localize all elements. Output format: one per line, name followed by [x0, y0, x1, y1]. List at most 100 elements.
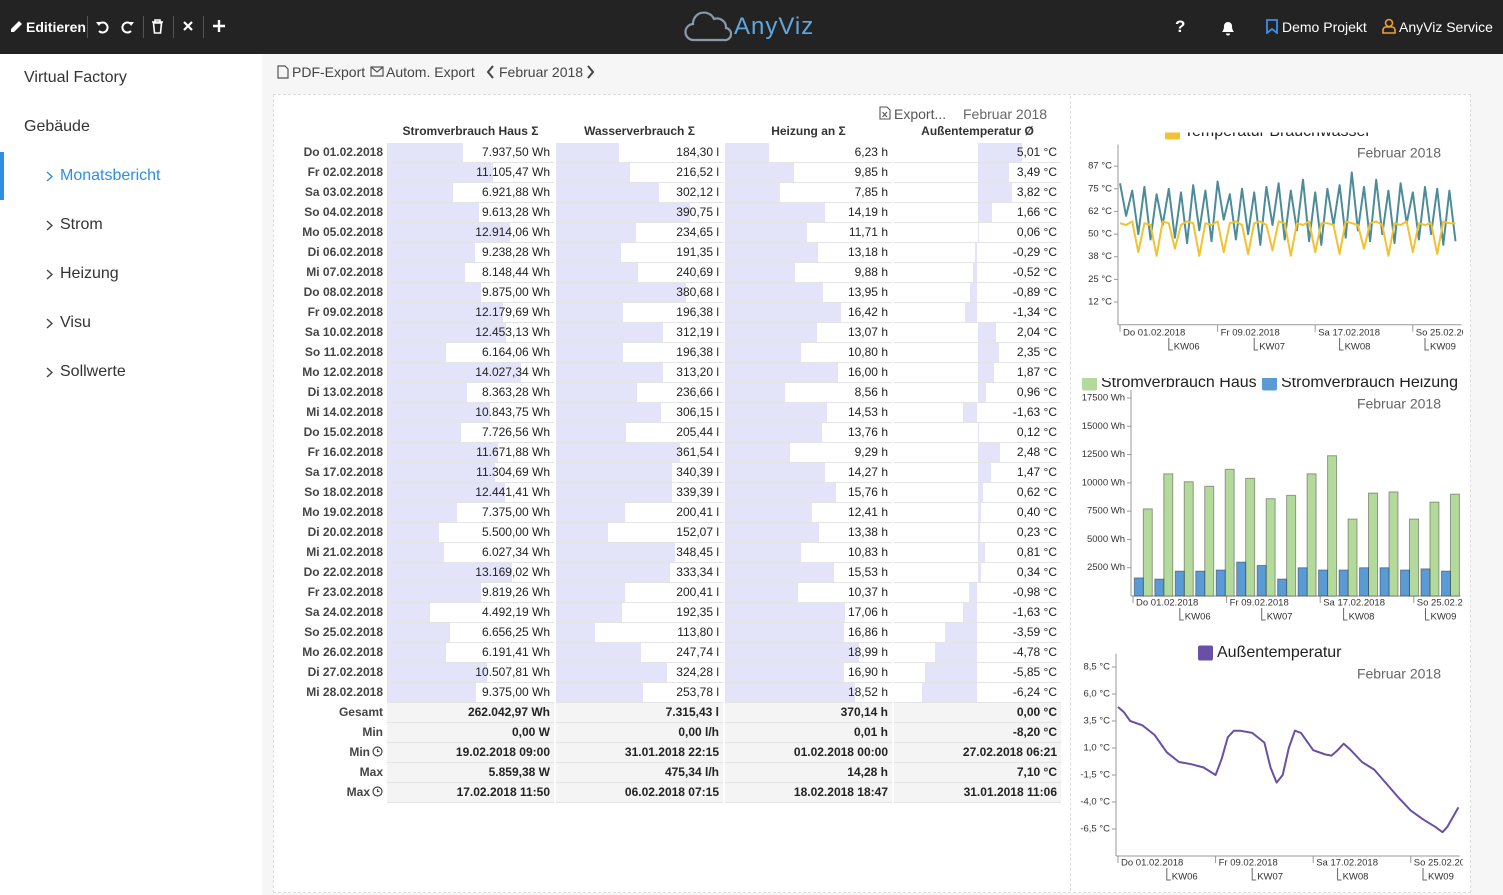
cell-value: -0,89 °C: [1012, 285, 1057, 299]
cell-value: 2,35 °C: [1016, 345, 1057, 359]
summary-value: 19.02.2018 09:00: [455, 745, 550, 759]
summary-label: Min: [276, 722, 383, 742]
nav-subitem[interactable]: Strom: [60, 216, 103, 233]
table-cell: 234,65 l: [556, 223, 723, 243]
summary-value: 262.042,97 Wh: [467, 705, 550, 719]
cell-bar: [556, 183, 660, 202]
summary-cell: 0,00 °C: [894, 703, 1061, 723]
summary-cell: 14,28 h: [725, 763, 892, 783]
project-name[interactable]: Demo Projekt: [1282, 19, 1367, 35]
cell-value: 9,85 h: [854, 165, 888, 179]
cell-bar: [556, 223, 637, 242]
edit-button[interactable]: Editieren: [26, 19, 86, 35]
cell-value: 9.875,00 Wh: [481, 285, 550, 299]
cell-bar: [556, 683, 643, 702]
clock-icon: [372, 786, 383, 797]
table-cell: 348,45 l: [556, 543, 723, 563]
cell-value: 12.179,69 Wh: [475, 305, 550, 319]
close-icon[interactable]: [182, 20, 194, 32]
cell-bar: [387, 583, 481, 602]
bell-icon[interactable]: [1220, 19, 1236, 36]
delete-icon[interactable]: [151, 19, 164, 34]
cell-bar: [387, 563, 513, 582]
user-name[interactable]: AnyViz Service: [1399, 19, 1493, 35]
cell-bar: [556, 323, 663, 342]
summary-value: 5.859,38 W: [488, 765, 550, 779]
row-date: Sa 03.02.2018: [304, 185, 383, 199]
logo-text[interactable]: AnyViz: [734, 13, 815, 40]
cell-value: 6.164,06 Wh: [481, 345, 550, 359]
cell-bar: [725, 203, 825, 222]
table-cell: 15,53 h: [725, 563, 892, 583]
summary-label-text: Gesamt: [338, 705, 383, 719]
cell-value: 9.375,00 Wh: [481, 685, 550, 699]
next-month[interactable]: [586, 65, 595, 79]
table-cell: -1,34 °C: [894, 303, 1061, 323]
nav-subitem[interactable]: Visu: [60, 314, 91, 331]
cell-value: 196,38 l: [676, 345, 719, 359]
add-icon[interactable]: [212, 19, 226, 33]
table-cell: 0,23 °C: [894, 523, 1061, 543]
cell-value: 12.914,06 Wh: [475, 225, 550, 239]
row-date: Mo 05.02.2018: [302, 225, 383, 239]
table-cell: -6,24 °C: [894, 683, 1061, 703]
nav-subitem[interactable]: Monatsbericht: [60, 167, 161, 184]
cell-value: 10.507,81 Wh: [475, 665, 550, 679]
cell-value: 10,83 h: [847, 545, 888, 559]
cell-value: 8.363,28 Wh: [481, 385, 550, 399]
table-cell: 8.363,28 Wh: [387, 383, 554, 403]
table-cell: -0,29 °C: [894, 243, 1061, 263]
cell-bar: [556, 443, 680, 462]
pdf-export[interactable]: PDF-Export: [292, 64, 366, 80]
auto-export[interactable]: Autom. Export: [386, 64, 475, 80]
cell-bar: [387, 363, 521, 382]
table-cell: 313,20 l: [556, 363, 723, 383]
table-cell: 6.656,25 Wh: [387, 623, 554, 643]
table-export[interactable]: Export...: [894, 106, 947, 122]
help-button[interactable]: ?: [1175, 17, 1186, 36]
cell-bar: [962, 403, 978, 422]
table-cell: 9.875,00 Wh: [387, 283, 554, 303]
nav-subitem[interactable]: Heizung: [60, 265, 119, 282]
divider: [1070, 96, 1071, 891]
undo-icon[interactable]: [95, 19, 111, 35]
cell-bar: [556, 623, 595, 642]
nav-item[interactable]: Gebäude: [24, 118, 90, 135]
cell-value: 9.238,28 Wh: [481, 245, 550, 259]
nav-subitem[interactable]: Sollwerte: [60, 363, 126, 380]
table-cell: 0,62 °C: [894, 483, 1061, 503]
cell-bar: [977, 223, 979, 242]
column-header: Stromverbrauch Haus Σ: [402, 124, 539, 138]
table-cell: 306,15 l: [556, 403, 723, 423]
cell-bar: [725, 663, 844, 682]
separator: [173, 16, 174, 38]
table-cell: 12.453,13 Wh: [387, 323, 554, 343]
cell-value: 10.843,75 Wh: [475, 405, 550, 419]
table-cell: 3,49 °C: [894, 163, 1061, 183]
cell-bar: [977, 203, 993, 222]
cell-value: 0,23 °C: [1016, 525, 1057, 539]
summary-label-text: Min: [349, 745, 370, 759]
cell-value: 1,87 °C: [1016, 365, 1057, 379]
redo-icon[interactable]: [119, 19, 135, 35]
summary-value: -8,20 °C: [1012, 725, 1057, 739]
table-cell: 6.921,88 Wh: [387, 183, 554, 203]
table-cell: 17,06 h: [725, 603, 892, 623]
summary-value: 370,14 h: [840, 705, 888, 719]
cell-value: 6.656,25 Wh: [481, 625, 550, 639]
excel-icon: [879, 106, 891, 120]
row-date: Sa 10.02.2018: [304, 325, 383, 339]
prev-month[interactable]: [486, 65, 495, 79]
cell-bar: [725, 343, 801, 362]
project-icon: [1266, 19, 1278, 34]
table-cell: 152,07 l: [556, 523, 723, 543]
table-cell: 1,47 °C: [894, 463, 1061, 483]
cell-bar: [725, 603, 846, 622]
nav-item[interactable]: Virtual Factory: [24, 69, 127, 86]
table-cell: 12.441,41 Wh: [387, 483, 554, 503]
table-cell: 11.105,47 Wh: [387, 163, 554, 183]
summary-value: 475,34 l/h: [664, 765, 719, 779]
cell-bar: [387, 263, 465, 282]
cell-value: 0,06 °C: [1016, 225, 1057, 239]
cell-value: -0,52 °C: [1012, 265, 1057, 279]
